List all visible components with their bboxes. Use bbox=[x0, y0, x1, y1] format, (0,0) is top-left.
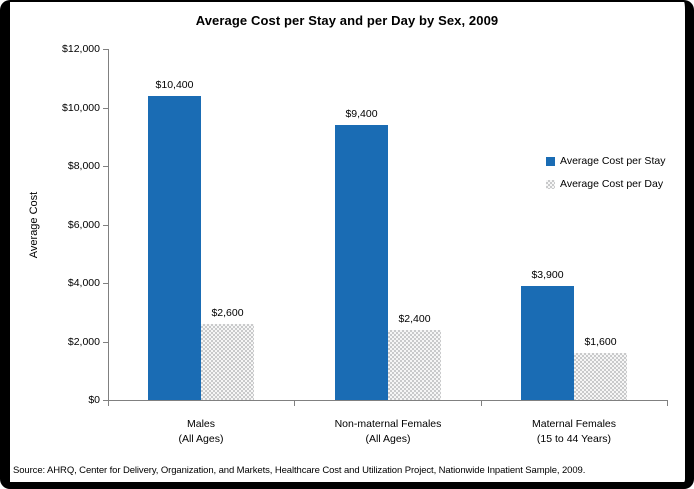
bar-stay-2 bbox=[335, 125, 388, 400]
y-axis-line bbox=[108, 49, 109, 401]
y-tick-label: $4,000 bbox=[67, 277, 100, 289]
legend-swatch-icon bbox=[546, 179, 555, 189]
y-tick-mark bbox=[103, 49, 108, 50]
x-axis-category-line1: Maternal Females bbox=[531, 418, 617, 430]
x-tick-mark bbox=[294, 401, 295, 406]
bar-day-1 bbox=[201, 324, 254, 400]
x-tick-mark bbox=[667, 401, 668, 406]
legend-item-stay: Average Cost per Stay bbox=[546, 155, 665, 167]
legend-swatch-icon bbox=[546, 156, 555, 166]
y-tick-mark bbox=[103, 283, 108, 284]
x-axis-category-label: Males (All Ages) bbox=[108, 417, 294, 447]
x-tick-mark bbox=[481, 401, 482, 406]
x-axis-category-label: Non-maternal Females (All Ages) bbox=[295, 417, 481, 447]
y-tick-mark bbox=[103, 166, 108, 167]
bar-value-label: $2,400 bbox=[398, 313, 431, 325]
bar-value-label: $10,400 bbox=[155, 79, 194, 91]
legend-label: Average Cost per Stay bbox=[560, 155, 666, 167]
bar-value-label: $2,600 bbox=[211, 307, 244, 319]
y-tick-label: $12,000 bbox=[62, 43, 100, 55]
x-axis-category-line1: Non-maternal Females bbox=[334, 418, 442, 430]
x-tick-mark bbox=[108, 401, 109, 406]
x-axis-line bbox=[108, 400, 668, 401]
bar-day-2 bbox=[388, 330, 441, 400]
y-tick-mark bbox=[103, 108, 108, 109]
y-tick-label: $8,000 bbox=[67, 160, 100, 172]
legend: Average Cost per Stay Average Cost per Da… bbox=[546, 155, 665, 201]
x-axis-category-line2: (All Ages) bbox=[178, 433, 224, 445]
y-tick-mark bbox=[103, 400, 108, 401]
x-axis-category-label: Maternal Females (15 to 44 Years) bbox=[481, 417, 667, 447]
bar-stay-1 bbox=[148, 96, 201, 400]
y-tick-label: $0 bbox=[88, 394, 100, 406]
y-tick-mark bbox=[103, 342, 108, 343]
y-tick-label: $6,000 bbox=[67, 219, 100, 231]
legend-label: Average Cost per Day bbox=[560, 178, 664, 190]
bar-day-3 bbox=[574, 353, 627, 400]
source-note: Source: AHRQ, Center for Delivery, Organ… bbox=[13, 465, 586, 476]
bar-stay-3 bbox=[521, 286, 574, 400]
bar-value-label: $3,900 bbox=[531, 269, 564, 281]
x-axis-category-line2: (All Ages) bbox=[365, 433, 411, 445]
chart-title: Average Cost per Stay and per Day by Sex… bbox=[195, 13, 499, 28]
x-axis-category-line1: Males bbox=[186, 418, 215, 430]
x-axis-category-line2: (15 to 44 Years) bbox=[536, 433, 612, 445]
y-tick-label: $2,000 bbox=[67, 336, 100, 348]
bar-value-label: $1,600 bbox=[584, 336, 617, 348]
y-tick-label: $10,000 bbox=[62, 102, 100, 114]
bar-value-label: $9,400 bbox=[345, 108, 378, 120]
y-tick-mark bbox=[103, 225, 108, 226]
legend-item-day: Average Cost per Day bbox=[546, 178, 665, 190]
